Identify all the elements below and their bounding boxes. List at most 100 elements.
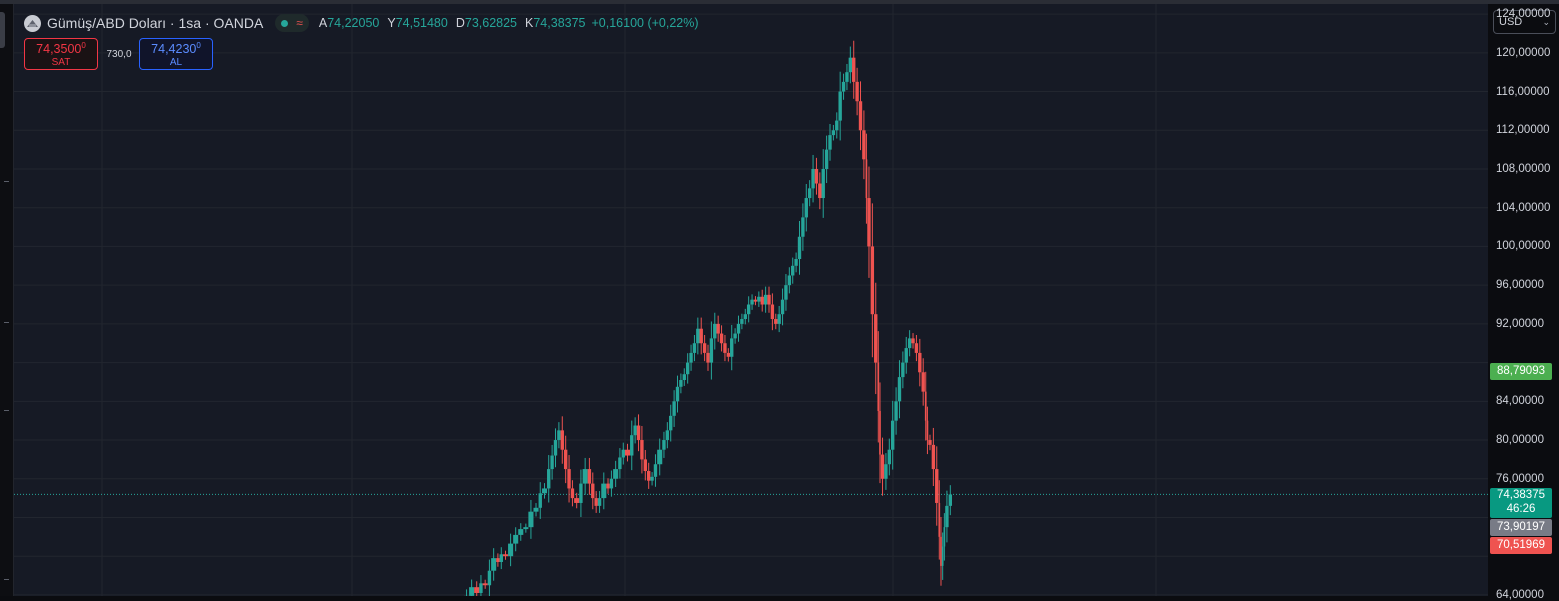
candle-up xyxy=(547,469,550,488)
candle-up xyxy=(500,554,503,562)
candle-up xyxy=(888,450,891,465)
candle-up xyxy=(740,319,743,324)
candle-up xyxy=(696,329,699,344)
candle-up xyxy=(488,571,491,586)
candle-down xyxy=(874,314,877,362)
price-axis-tick: 112,00000 xyxy=(1496,124,1550,136)
candle-up xyxy=(730,338,733,356)
price-axis-tick: 124,00000 xyxy=(1496,8,1550,20)
candle-down xyxy=(922,372,925,391)
candle-up xyxy=(832,130,835,135)
candle-down xyxy=(703,343,706,353)
wave-icon: ≈ xyxy=(296,17,303,29)
candle-up xyxy=(610,479,613,489)
candle-down xyxy=(935,469,938,503)
sell-button[interactable]: 74,35000 SAT xyxy=(24,38,98,70)
candle-up xyxy=(557,430,560,440)
toolbar-tick xyxy=(4,410,9,411)
candle-up xyxy=(654,464,657,477)
candle-up xyxy=(657,450,662,465)
bar-countdown: 46:26 xyxy=(1490,502,1552,516)
candle-up xyxy=(784,285,787,300)
candle-up xyxy=(479,583,482,593)
last-price-badge: 74,38375 46:26 xyxy=(1490,488,1552,518)
candle-up xyxy=(518,529,523,535)
ohlc-values: A74,22050 Y74,51480 D73,62825 K74,38375 xyxy=(319,16,586,30)
candle-up xyxy=(491,558,496,571)
candle-up xyxy=(805,198,808,217)
candle-down xyxy=(871,246,874,314)
candle-down xyxy=(564,450,567,469)
candle-down xyxy=(879,411,881,455)
candle-down xyxy=(754,300,757,302)
candle-down xyxy=(640,440,643,459)
candle-up xyxy=(757,297,760,302)
candle-down xyxy=(588,469,591,484)
candle-up xyxy=(944,527,946,546)
candle-up xyxy=(898,377,901,401)
candle-down xyxy=(881,455,884,479)
candle-down xyxy=(594,498,597,506)
candle-up xyxy=(583,469,588,484)
symbol-title[interactable]: Gümüş/ABD Doları · 1sa · OANDA xyxy=(47,15,263,31)
candle-up xyxy=(683,374,686,380)
candle-down xyxy=(591,484,594,499)
candle-down xyxy=(496,558,499,562)
candle-down xyxy=(867,198,870,246)
mid-price-badge: 73,90197 xyxy=(1490,519,1552,536)
candle-down xyxy=(859,101,862,130)
price-axis-tick: 120,00000 xyxy=(1496,47,1550,59)
candle-down xyxy=(761,297,764,305)
candle-up xyxy=(633,426,636,436)
candle-up xyxy=(811,169,814,188)
candle-down xyxy=(561,430,564,449)
market-status-pill[interactable]: ≈ xyxy=(275,14,309,32)
candle-down xyxy=(606,484,609,489)
candle-up xyxy=(828,135,831,150)
candle-down xyxy=(700,329,703,344)
candle-down xyxy=(474,587,479,593)
candle-up xyxy=(750,300,753,305)
ohlc-close: K74,38375 xyxy=(525,16,585,30)
candle-down xyxy=(637,426,640,441)
toolbar-handle[interactable] xyxy=(0,12,5,48)
price-axis-tick: 80,00000 xyxy=(1496,434,1544,446)
candle-up xyxy=(528,512,533,527)
market-open-dot-icon xyxy=(281,20,288,27)
candle-up xyxy=(747,305,750,315)
candle-up xyxy=(710,338,713,362)
candle-down xyxy=(503,554,508,556)
candle-up xyxy=(662,440,665,450)
candle-up xyxy=(513,535,518,544)
last-price: 74,38375 xyxy=(1490,488,1552,502)
candle-down xyxy=(571,488,574,498)
price-axis-tick: 76,00000 xyxy=(1496,473,1544,485)
silver-coin-icon[interactable] xyxy=(24,15,41,32)
candle-up xyxy=(618,457,621,469)
toolbar-tick xyxy=(4,181,9,182)
price-chart[interactable] xyxy=(14,4,1488,596)
buy-button[interactable]: 74,42300 AL xyxy=(139,38,213,70)
candle-up xyxy=(849,58,852,73)
candle-up xyxy=(693,343,696,353)
price-axis-tick: 116,00000 xyxy=(1496,86,1550,98)
buy-label: AL xyxy=(140,57,212,68)
candle-down xyxy=(720,334,723,344)
candle-up xyxy=(822,169,825,198)
candle-up xyxy=(777,314,780,324)
candle-up xyxy=(630,435,633,455)
candle-down xyxy=(918,353,921,372)
candle-up xyxy=(798,237,801,259)
candle-down xyxy=(862,130,865,159)
candle-up xyxy=(669,416,672,431)
price-axis-tick: 108,00000 xyxy=(1496,163,1550,175)
candle-up xyxy=(801,217,804,236)
candle-up xyxy=(598,498,601,506)
ohlc-high: Y74,51480 xyxy=(387,16,447,30)
candle-up xyxy=(942,547,944,566)
price-axis-tick: 104,00000 xyxy=(1496,202,1550,214)
symbol-legend: Gümüş/ABD Doları · 1sa · OANDA ≈ A74,220… xyxy=(24,12,699,34)
candle-down xyxy=(855,82,858,101)
candle-down xyxy=(723,343,726,353)
price-axis-tick: 64,00000 xyxy=(1496,589,1544,601)
